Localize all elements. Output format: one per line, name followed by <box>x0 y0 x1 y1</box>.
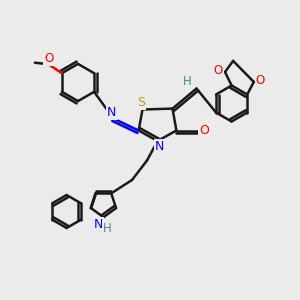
Text: N: N <box>155 140 165 153</box>
Text: O: O <box>214 64 223 77</box>
Text: N: N <box>93 218 103 231</box>
Text: O: O <box>199 124 209 137</box>
Text: O: O <box>44 52 54 65</box>
Text: H: H <box>182 75 191 88</box>
Text: H: H <box>103 222 112 235</box>
Text: S: S <box>137 96 145 110</box>
Text: N: N <box>107 106 117 119</box>
Text: O: O <box>256 74 265 87</box>
